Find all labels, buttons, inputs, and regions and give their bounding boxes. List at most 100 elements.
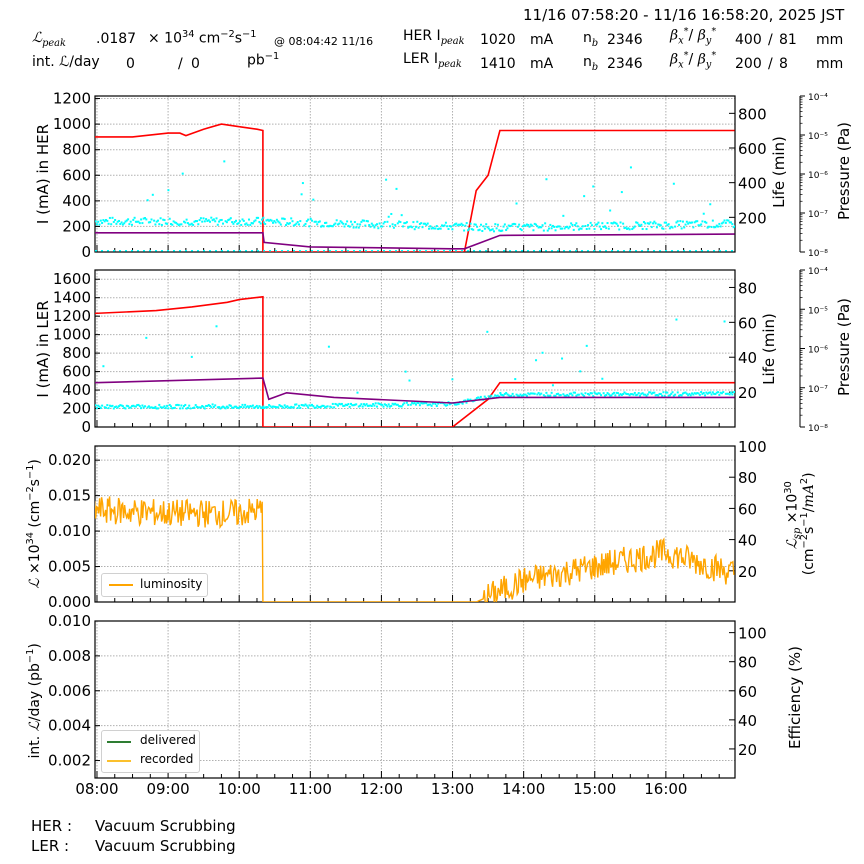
int-luminosity-legend: delivered recorded [101,730,200,773]
int-luminosity-axis-title: int. ℒ/day (pb−1) [25,643,43,759]
svg-text:10⁻⁷: 10⁻⁷ [808,385,828,395]
svg-text:10⁻⁷: 10⁻⁷ [808,210,828,220]
y2-tick-label: 200 [738,209,767,227]
y2-tick-label: 80 [738,654,757,672]
y-tick-label: 800 [62,141,91,159]
y-tick-label: 0.020 [48,451,91,469]
y2-tick-label: 40 [738,712,757,730]
svg-text:10⁻⁶: 10⁻⁶ [808,171,828,181]
peak-luminosity-unit: × 1034 cm−2s−1 [148,29,257,47]
x-tick-label: 14:00 [502,780,545,798]
y-tick-label: 400 [62,381,91,399]
y2-tick-label: 800 [738,105,767,123]
her-nb: 2346 [607,32,643,48]
int-luminosity-delivered: 0 [126,56,135,72]
y-tick-label: 1200 [53,307,91,325]
ler-life-axis-title: Life (min) [760,313,778,385]
peak-luminosity-value: .0187 [96,31,137,47]
efficiency-axis-title: Efficiency (%) [786,646,804,749]
y2-tick-label: 400 [738,175,767,193]
y-tick-label: 0.005 [48,558,91,576]
her-pressure-axis-title: Pressure (Pa) [835,121,853,221]
int-luminosity-label: int. ℒ/day [32,54,100,70]
y2-tick-label: 40 [738,532,757,550]
y-tick-label: 0 [81,243,91,261]
y-tick-label: 400 [62,192,91,210]
her-status: Vacuum Scrubbing [95,817,236,835]
int-luminosity-recorded: 0 [191,56,200,72]
ler-beta-label: βx*/ βy* [670,50,717,71]
y-tick-label: 0 [81,418,91,436]
y2-tick-label: 60 [738,314,757,332]
recorded-legend-label: recorded [140,752,194,766]
y-tick-label: 0.010 [48,612,91,630]
y-tick-label: 0.002 [48,752,91,770]
y-tick-label: 200 [62,400,91,418]
her-beta-label: βx*/ βy* [670,26,717,47]
ler-status-label: LER : [31,837,70,855]
luminosity-axis-title: ℒ ×1034 (cm−2s−1) [25,459,43,589]
y-tick-label: 1000 [53,326,91,344]
svg-text:10⁻⁸: 10⁻⁸ [808,249,828,259]
recorded-legend-swatch [107,760,131,762]
y2-tick-label: 60 [738,500,757,518]
her-beta-sep: / [768,32,773,48]
y-tick-label: 600 [62,166,91,184]
y2-tick-label: 600 [738,140,767,158]
ler-current-unit: mA [530,56,554,72]
y2-tick-label: 80 [738,469,757,487]
y2-tick-label: 100 [738,438,767,456]
ler-peak-current: 1410 [480,56,516,72]
panel-1: 0 200 400 600 800 1000 1200 200 400 600 800 [53,90,767,261]
ler-status: Vacuum Scrubbing [95,837,236,855]
her-current-axis-title: I (mA) in HER [34,123,52,225]
delivered-legend-swatch [107,741,131,743]
svg-text:10⁻⁶: 10⁻⁶ [808,346,828,356]
pressure-axis-2: 10⁻⁸ 10⁻⁷ 10⁻⁶ 10⁻⁵ 10⁻⁴ [799,267,828,434]
y-tick-label: 0.000 [48,593,91,611]
x-tick-label: 15:00 [573,780,616,798]
ler-pressure-axis-title: Pressure (Pa) [835,297,853,397]
y2-tick-label: 100 [738,625,767,643]
her-peak-current-label: HER Ipeak [403,28,465,47]
specific-luminosity-unit-title: (cm−2s−1/mA2) [799,472,817,576]
x-tick-label: 16:00 [644,780,687,798]
ler-nb-label: nb [583,54,599,73]
y-tick-label: 600 [62,363,91,381]
ler-beta-sep: / [768,56,773,72]
ler-beta-unit: mm [816,56,844,72]
delivered-legend-label: delivered [140,733,196,747]
y-tick-label: 0.010 [48,522,91,540]
ler-beta-x: 200 [735,56,762,72]
int-luminosity-unit: pb−1 [247,51,280,69]
x-tick-label: 10:00 [218,780,261,798]
svg-text:10⁻⁵: 10⁻⁵ [808,132,828,142]
ler-peak-current-label: LER Ipeak [403,51,462,70]
y-tick-label: 800 [62,344,91,362]
pressure-axis-1: 10⁻⁸ 10⁻⁷ 10⁻⁶ 10⁻⁵ 10⁻⁴ [799,93,828,259]
ler-beta-y: 8 [779,56,788,72]
y-tick-label: 1000 [53,115,91,133]
y2-tick-label: 80 [738,279,757,297]
panel-3: 0.000 0.005 0.010 0.015 0.020 20 40 60 80 100 [48,438,767,611]
panel-4: 0.002 0.004 0.006 0.008 0.010 20 40 60 80 100 [48,612,767,779]
y-tick-label: 1600 [53,270,91,288]
svg-text:10⁻⁸: 10⁻⁸ [808,424,828,434]
y-tick-label: 0.008 [48,647,91,665]
svg-text:10⁻⁴: 10⁻⁴ [808,267,828,277]
her-beta-x: 400 [735,32,762,48]
luminosity-legend-label: luminosity [140,577,203,591]
y-tick-label: 1200 [53,90,91,108]
x-tick-label: 12:00 [360,780,403,798]
y2-tick-label: 20 [738,563,757,581]
her-beta-y: 81 [779,32,797,48]
her-beta-unit: mm [816,32,844,48]
x-tick-label: 09:00 [146,780,189,798]
x-tick-label: 11:00 [289,780,332,798]
y2-tick-label: 40 [738,349,757,367]
y-tick-label: 0.015 [48,487,91,505]
y2-tick-label: 20 [738,741,757,759]
x-tick-label: 13:00 [431,780,474,798]
